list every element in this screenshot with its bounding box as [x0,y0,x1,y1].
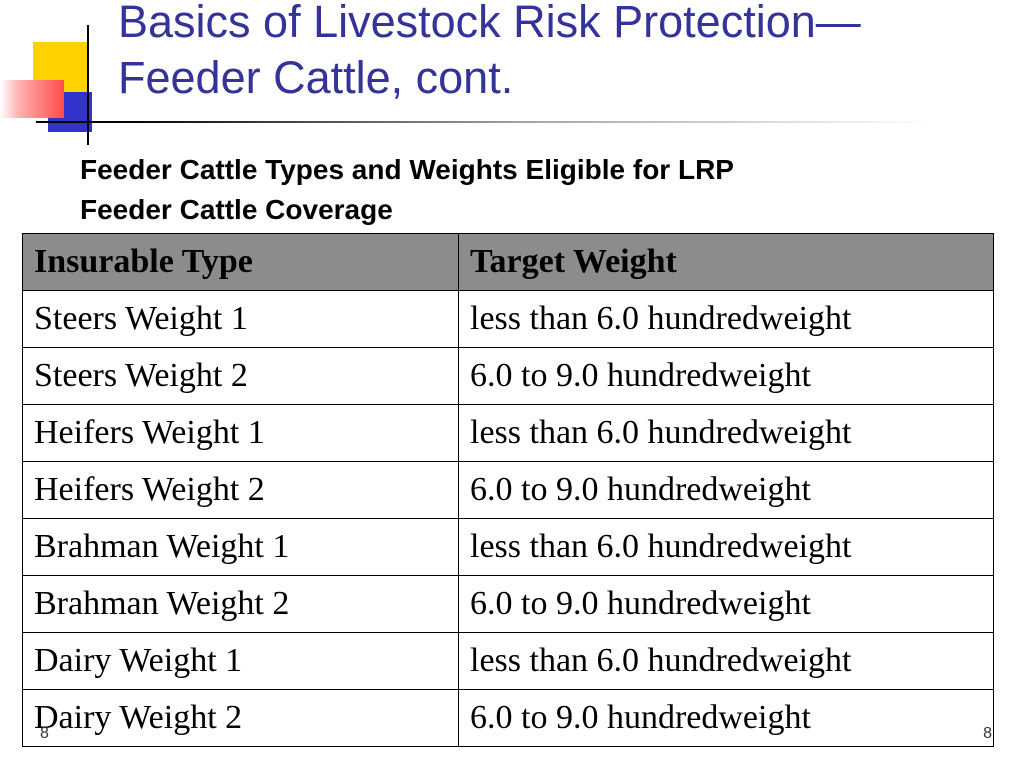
eligibility-table: Insurable Type Target Weight Steers Weig… [22,233,994,747]
cell-insurable-type: Brahman Weight 1 [22,518,459,576]
decorative-red-bar [0,80,64,118]
table-row: Heifers Weight 1 less than 6.0 hundredwe… [22,404,994,462]
cell-target-weight: less than 6.0 hundredweight [458,404,994,462]
table-row: Steers Weight 1 less than 6.0 hundredwei… [22,290,994,348]
page-number-right: 8 [983,725,992,742]
header-target-weight: Target Weight [458,233,994,291]
table-row: Dairy Weight 2 6.0 to 9.0 hundredweight [22,689,994,747]
table-row: Brahman Weight 1 less than 6.0 hundredwe… [22,518,994,576]
decorative-vertical-line [87,25,89,145]
title-underline [36,121,936,123]
cell-insurable-type: Heifers Weight 2 [22,461,459,519]
table-row: Steers Weight 2 6.0 to 9.0 hundredweight [22,347,994,405]
cell-target-weight: less than 6.0 hundredweight [458,632,994,690]
cell-target-weight: less than 6.0 hundredweight [458,290,994,348]
cell-insurable-type: Heifers Weight 1 [22,404,459,462]
table-caption-line-1: Feeder Cattle Types and Weights Eligible… [80,154,734,185]
slide-title-line-1: Basics of Livestock Risk Protection— [118,0,861,47]
page-number-left: 8 [40,725,49,742]
cell-target-weight: 6.0 to 9.0 hundredweight [458,689,994,747]
header-insurable-type: Insurable Type [22,233,459,291]
cell-insurable-type: Steers Weight 1 [22,290,459,348]
table-row: Dairy Weight 1 less than 6.0 hundredweig… [22,632,994,690]
cell-target-weight: less than 6.0 hundredweight [458,518,994,576]
cell-target-weight: 6.0 to 9.0 hundredweight [458,461,994,519]
table-row: Brahman Weight 2 6.0 to 9.0 hundredweigh… [22,575,994,633]
table-row: Heifers Weight 2 6.0 to 9.0 hundredweigh… [22,461,994,519]
table-caption: Feeder Cattle Types and Weights Eligible… [80,150,734,230]
cell-insurable-type: Dairy Weight 1 [22,632,459,690]
table-header-row: Insurable Type Target Weight [22,233,994,291]
cell-target-weight: 6.0 to 9.0 hundredweight [458,347,994,405]
cell-target-weight: 6.0 to 9.0 hundredweight [458,575,994,633]
slide-title: Basics of Livestock Risk Protection— Fee… [118,0,861,106]
cell-insurable-type: Brahman Weight 2 [22,575,459,633]
slide-title-line-2: Feeder Cattle, cont. [118,52,514,103]
cell-insurable-type: Steers Weight 2 [22,347,459,405]
cell-insurable-type: Dairy Weight 2 [22,689,459,747]
table-caption-line-2: Feeder Cattle Coverage [80,194,393,225]
